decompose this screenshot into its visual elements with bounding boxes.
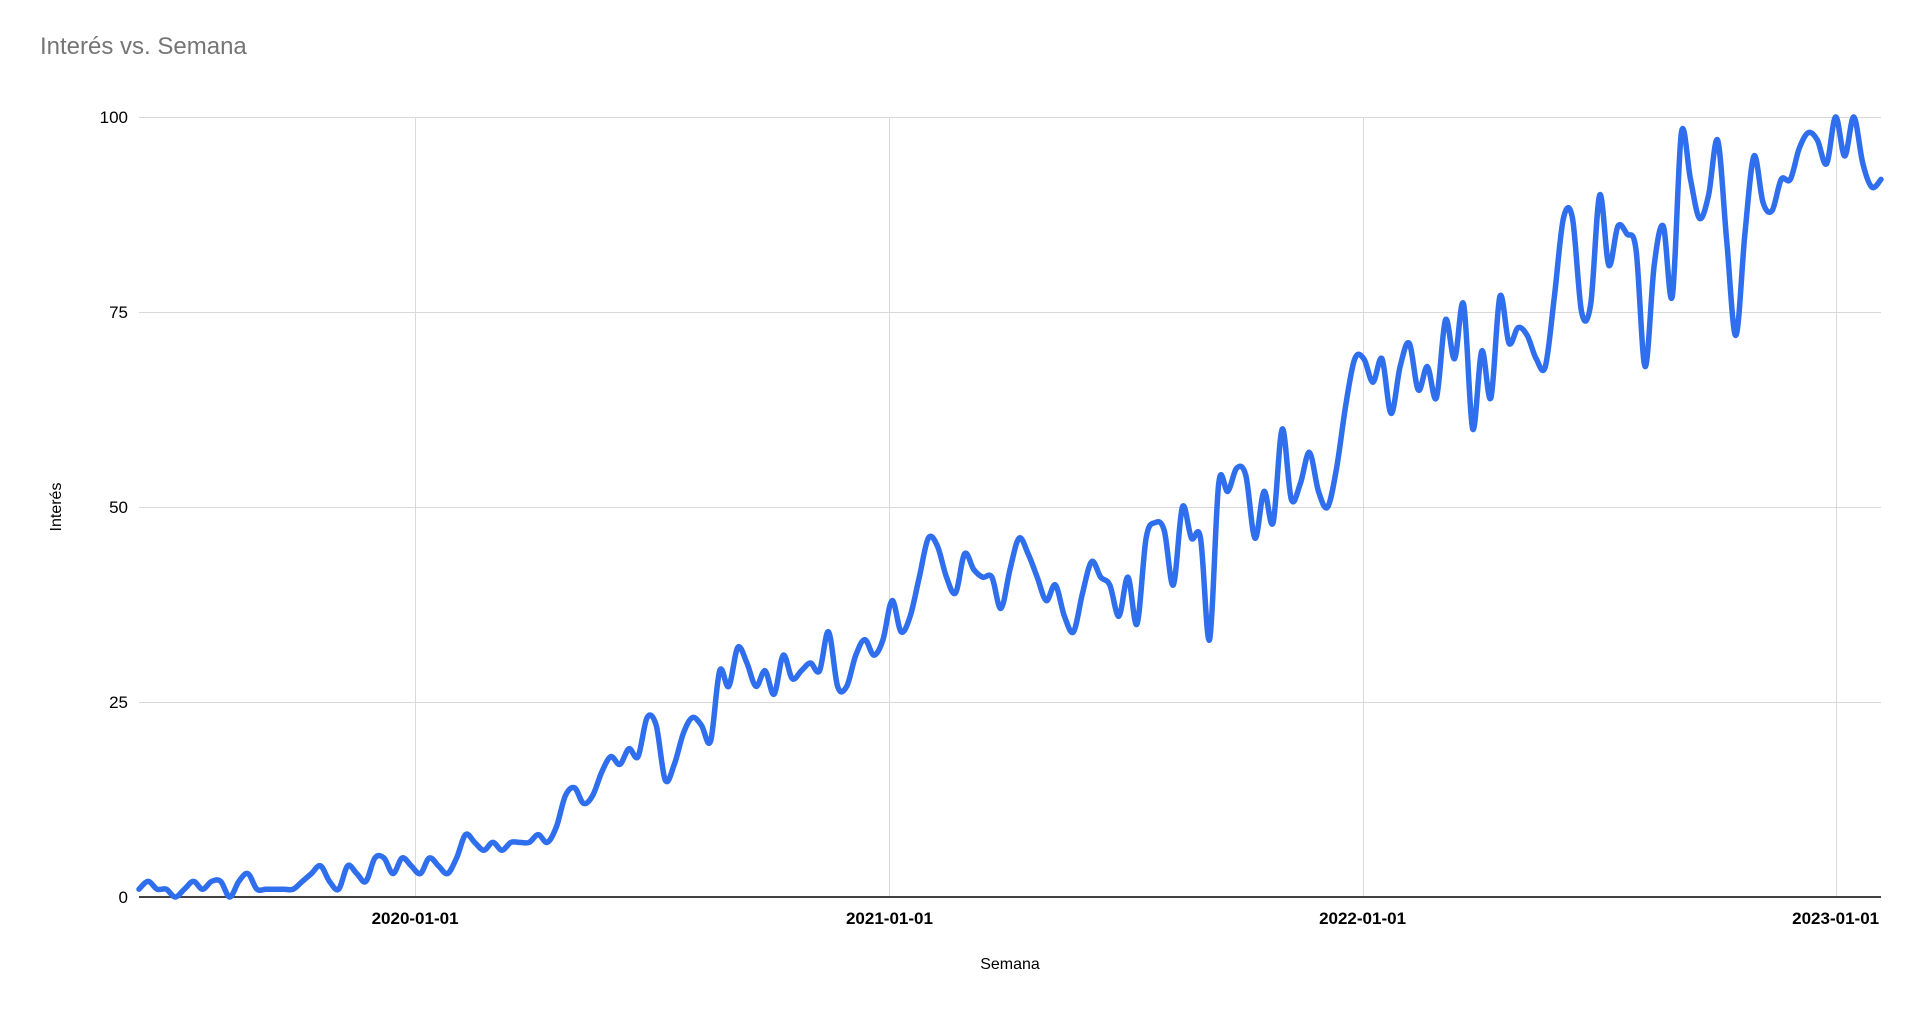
- chart-title: Interés vs. Semana: [40, 33, 247, 60]
- y-tick-label: 25: [109, 693, 128, 712]
- y-tick-label: 0: [119, 888, 128, 907]
- y-tick-label: 75: [109, 303, 128, 322]
- x-tick-label: 2020-01-01: [372, 909, 459, 928]
- x-tick-label: 2021-01-01: [846, 909, 933, 928]
- series-line: [136, 114, 1884, 900]
- y-tick-label: 50: [109, 498, 128, 517]
- x-axis-title: Semana: [980, 956, 1040, 973]
- x-tick-label: 2022-01-01: [1319, 909, 1406, 928]
- y-axis-title: Interés: [48, 482, 65, 532]
- x-tick-label: 2023-01-01: [1792, 909, 1879, 928]
- y-tick-label: 100: [100, 108, 128, 127]
